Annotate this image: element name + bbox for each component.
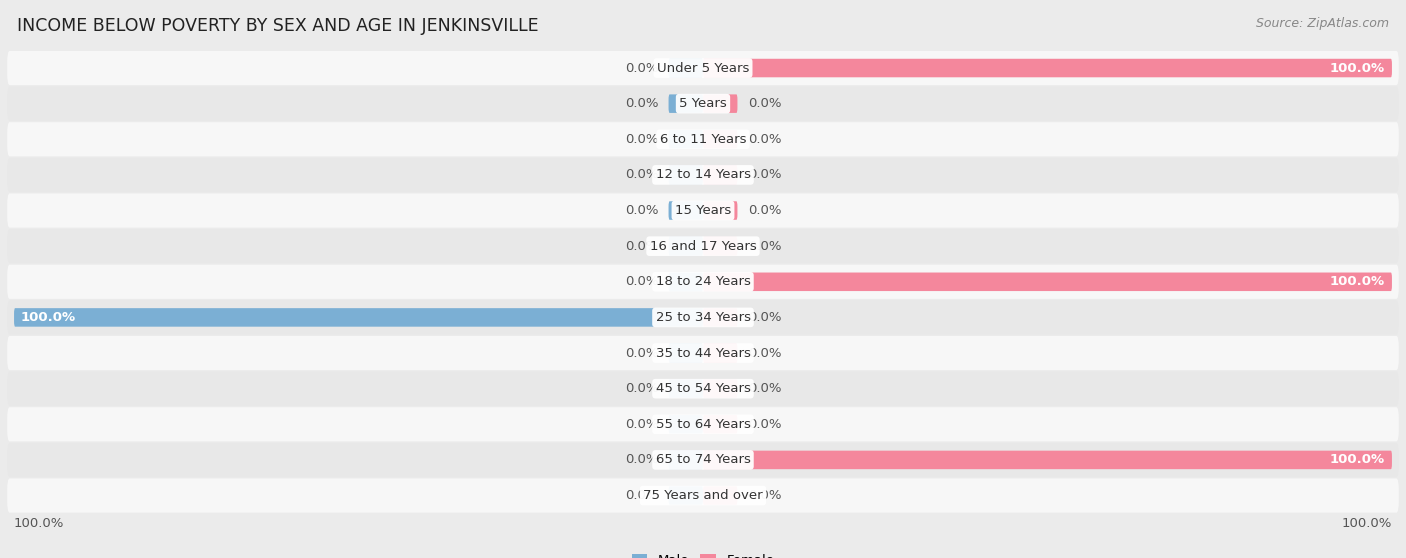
FancyBboxPatch shape: [7, 443, 1399, 477]
FancyBboxPatch shape: [703, 59, 1392, 78]
Text: 100.0%: 100.0%: [14, 517, 65, 530]
Text: 6 to 11 Years: 6 to 11 Years: [659, 133, 747, 146]
FancyBboxPatch shape: [703, 379, 738, 398]
FancyBboxPatch shape: [7, 407, 1399, 441]
Text: 0.0%: 0.0%: [748, 418, 782, 431]
Text: 15 Years: 15 Years: [675, 204, 731, 217]
Text: 0.0%: 0.0%: [624, 454, 658, 466]
FancyBboxPatch shape: [703, 344, 738, 362]
FancyBboxPatch shape: [7, 194, 1399, 228]
Text: 0.0%: 0.0%: [624, 61, 658, 75]
Text: 25 to 34 Years: 25 to 34 Years: [655, 311, 751, 324]
FancyBboxPatch shape: [669, 237, 703, 256]
FancyBboxPatch shape: [669, 201, 703, 220]
FancyBboxPatch shape: [7, 336, 1399, 370]
Text: 0.0%: 0.0%: [624, 204, 658, 217]
Text: 35 to 44 Years: 35 to 44 Years: [655, 347, 751, 359]
Text: 55 to 64 Years: 55 to 64 Years: [655, 418, 751, 431]
FancyBboxPatch shape: [703, 451, 1392, 469]
Text: 100.0%: 100.0%: [1341, 517, 1392, 530]
Text: 0.0%: 0.0%: [624, 275, 658, 288]
FancyBboxPatch shape: [669, 415, 703, 434]
Text: 100.0%: 100.0%: [1330, 61, 1385, 75]
FancyBboxPatch shape: [669, 344, 703, 362]
Text: 0.0%: 0.0%: [748, 311, 782, 324]
Text: 0.0%: 0.0%: [624, 382, 658, 395]
FancyBboxPatch shape: [7, 86, 1399, 121]
Text: Source: ZipAtlas.com: Source: ZipAtlas.com: [1256, 17, 1389, 30]
Text: 0.0%: 0.0%: [748, 133, 782, 146]
Text: 100.0%: 100.0%: [1330, 275, 1385, 288]
Text: 45 to 54 Years: 45 to 54 Years: [655, 382, 751, 395]
FancyBboxPatch shape: [14, 308, 703, 326]
Text: Under 5 Years: Under 5 Years: [657, 61, 749, 75]
Text: 18 to 24 Years: 18 to 24 Years: [655, 275, 751, 288]
Text: 0.0%: 0.0%: [624, 169, 658, 181]
FancyBboxPatch shape: [703, 308, 738, 326]
FancyBboxPatch shape: [7, 51, 1399, 85]
FancyBboxPatch shape: [703, 486, 738, 505]
Text: 0.0%: 0.0%: [624, 418, 658, 431]
Legend: Male, Female: Male, Female: [631, 554, 775, 558]
Text: 65 to 74 Years: 65 to 74 Years: [655, 454, 751, 466]
FancyBboxPatch shape: [669, 130, 703, 148]
Text: INCOME BELOW POVERTY BY SEX AND AGE IN JENKINSVILLE: INCOME BELOW POVERTY BY SEX AND AGE IN J…: [17, 17, 538, 35]
FancyBboxPatch shape: [669, 379, 703, 398]
FancyBboxPatch shape: [669, 486, 703, 505]
Text: 0.0%: 0.0%: [748, 382, 782, 395]
FancyBboxPatch shape: [703, 166, 738, 184]
Text: 0.0%: 0.0%: [624, 240, 658, 253]
FancyBboxPatch shape: [7, 300, 1399, 334]
Text: 5 Years: 5 Years: [679, 97, 727, 110]
FancyBboxPatch shape: [703, 130, 738, 148]
Text: 0.0%: 0.0%: [748, 204, 782, 217]
FancyBboxPatch shape: [669, 59, 703, 78]
Text: 0.0%: 0.0%: [624, 97, 658, 110]
FancyBboxPatch shape: [7, 229, 1399, 263]
Text: 0.0%: 0.0%: [748, 489, 782, 502]
Text: 0.0%: 0.0%: [624, 347, 658, 359]
Text: 0.0%: 0.0%: [748, 97, 782, 110]
Text: 0.0%: 0.0%: [748, 347, 782, 359]
FancyBboxPatch shape: [703, 201, 738, 220]
FancyBboxPatch shape: [7, 264, 1399, 299]
FancyBboxPatch shape: [669, 451, 703, 469]
Text: 0.0%: 0.0%: [748, 169, 782, 181]
FancyBboxPatch shape: [7, 372, 1399, 406]
Text: 0.0%: 0.0%: [748, 240, 782, 253]
FancyBboxPatch shape: [703, 237, 738, 256]
Text: 12 to 14 Years: 12 to 14 Years: [655, 169, 751, 181]
FancyBboxPatch shape: [703, 272, 1392, 291]
Text: 16 and 17 Years: 16 and 17 Years: [650, 240, 756, 253]
FancyBboxPatch shape: [703, 415, 738, 434]
FancyBboxPatch shape: [669, 94, 703, 113]
FancyBboxPatch shape: [669, 166, 703, 184]
FancyBboxPatch shape: [7, 478, 1399, 513]
Text: 0.0%: 0.0%: [624, 133, 658, 146]
FancyBboxPatch shape: [7, 158, 1399, 192]
Text: 100.0%: 100.0%: [1330, 454, 1385, 466]
FancyBboxPatch shape: [703, 94, 738, 113]
Text: 75 Years and over: 75 Years and over: [643, 489, 763, 502]
Text: 0.0%: 0.0%: [624, 489, 658, 502]
Text: 100.0%: 100.0%: [21, 311, 76, 324]
FancyBboxPatch shape: [669, 272, 703, 291]
FancyBboxPatch shape: [7, 122, 1399, 156]
